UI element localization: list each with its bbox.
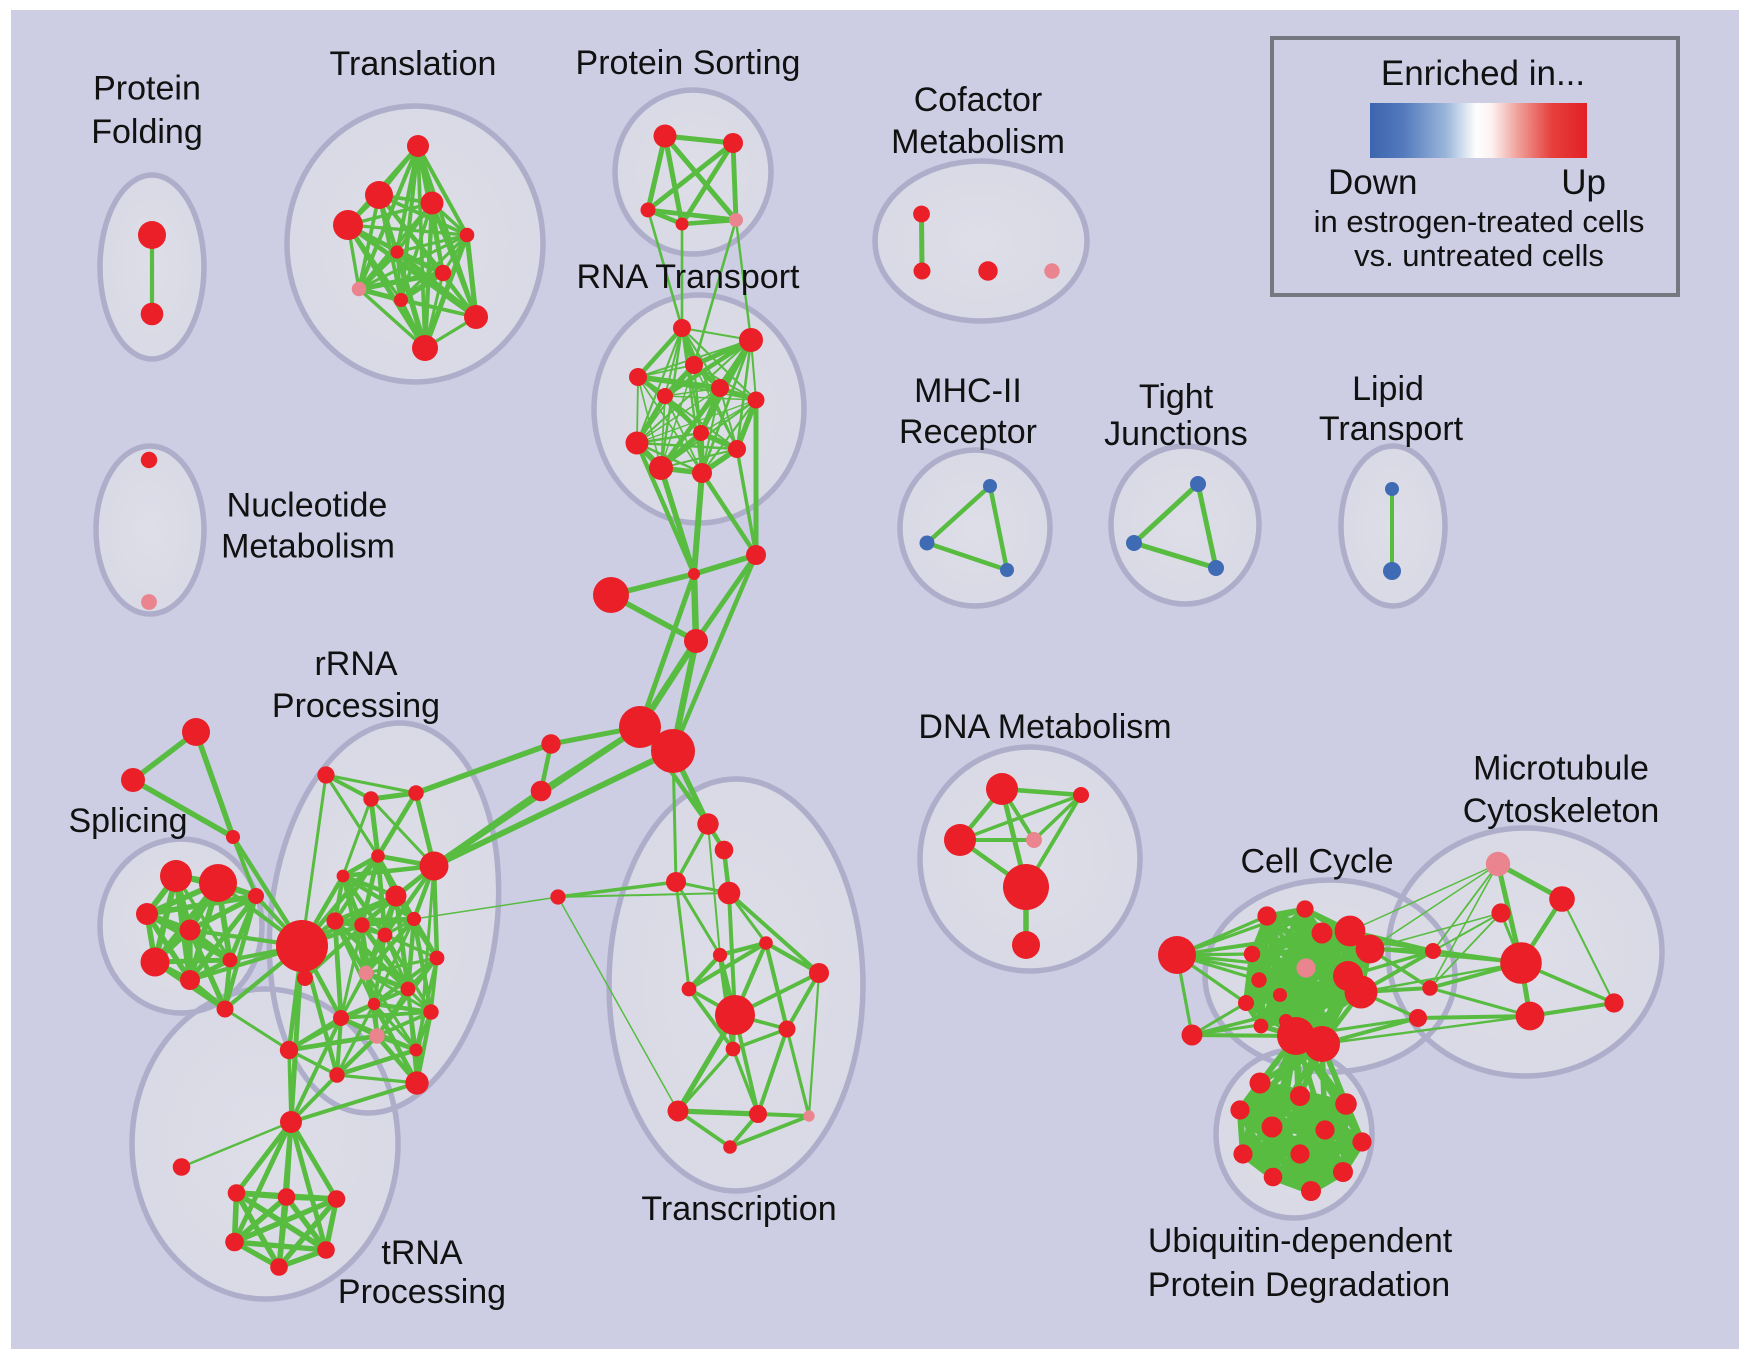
svg-text:Protein Sorting: Protein Sorting <box>576 44 801 82</box>
svg-text:Protein: Protein <box>93 70 201 108</box>
svg-text:tRNA: tRNA <box>381 1234 463 1272</box>
svg-text:Tight: Tight <box>1139 378 1214 416</box>
svg-text:vs. untreated cells: vs. untreated cells <box>1354 238 1604 273</box>
svg-text:Folding: Folding <box>91 113 203 151</box>
svg-text:Enriched in...: Enriched in... <box>1381 54 1585 93</box>
svg-text:Metabolism: Metabolism <box>221 528 395 566</box>
svg-text:Receptor: Receptor <box>899 413 1037 451</box>
svg-text:Ubiquitin-dependent: Ubiquitin-dependent <box>1148 1222 1453 1260</box>
svg-text:Cytoskeleton: Cytoskeleton <box>1463 792 1660 830</box>
svg-text:Junctions: Junctions <box>1104 415 1248 453</box>
svg-text:Cofactor: Cofactor <box>914 81 1043 119</box>
svg-text:Splicing: Splicing <box>68 802 187 840</box>
svg-text:in estrogen-treated cells: in estrogen-treated cells <box>1314 204 1645 239</box>
svg-text:MHC-II: MHC-II <box>914 372 1022 410</box>
svg-text:Up: Up <box>1561 163 1606 202</box>
svg-text:Microtubule: Microtubule <box>1473 750 1649 788</box>
svg-text:Transcription: Transcription <box>641 1190 836 1228</box>
svg-text:RNA Transport: RNA Transport <box>577 258 801 296</box>
svg-text:rRNA: rRNA <box>314 645 397 683</box>
svg-text:Translation: Translation <box>330 45 497 83</box>
svg-text:Nucleotide: Nucleotide <box>227 487 388 525</box>
svg-text:Lipid: Lipid <box>1352 370 1424 408</box>
svg-text:Processing: Processing <box>272 687 440 725</box>
svg-text:Metabolism: Metabolism <box>891 123 1065 161</box>
svg-text:Protein Degradation: Protein Degradation <box>1148 1266 1450 1304</box>
svg-text:DNA Metabolism: DNA Metabolism <box>918 708 1171 746</box>
svg-text:Transport: Transport <box>1319 410 1464 448</box>
svg-text:Processing: Processing <box>338 1273 506 1311</box>
svg-text:Cell Cycle: Cell Cycle <box>1240 843 1393 881</box>
svg-text:Down: Down <box>1328 163 1417 202</box>
